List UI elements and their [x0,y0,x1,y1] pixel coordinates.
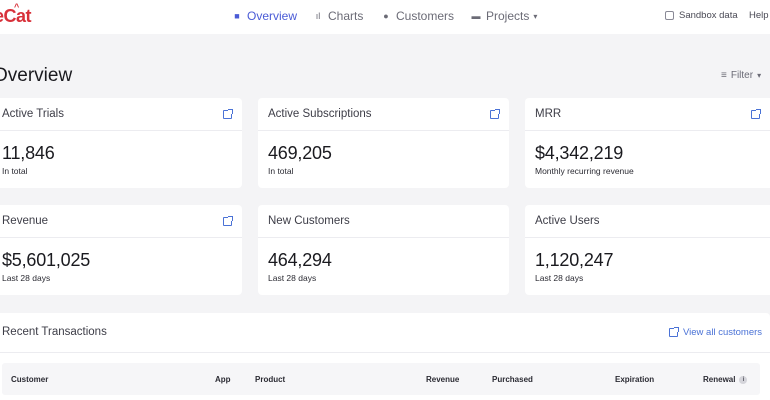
card-title: Revenue [2,215,49,227]
column-header-renewal[interactable]: Renewal i [703,375,748,384]
nav-item-label: Customers [396,9,455,23]
nav-item-label: Charts [328,9,364,23]
card-title: New Customers [268,215,350,227]
column-header-renewal-label: Renewal [703,375,736,384]
app-logo[interactable]: eCat^ [0,2,32,26]
column-header-expiration[interactable]: Expiration [615,375,655,384]
sandbox-label: Sandbox data [679,10,738,21]
external-link-icon[interactable] [223,216,233,226]
chevron-down-icon: ▾ [757,71,762,80]
card-value: 11,846 [2,143,55,163]
top-navigation: eCat^ ■ Overview ıl Charts ● Customers ▬… [0,0,770,34]
table-header-row: Customer App Product Revenue Purchased E… [2,363,760,395]
card-title: MRR [535,108,562,120]
view-all-customers-link[interactable]: View all customers [669,327,762,338]
chevron-down-icon: ▾ [533,11,538,21]
page-title: Overview [0,65,73,86]
column-header-product[interactable]: Product [255,375,286,384]
filter-label: Filter [730,70,754,81]
card-value: $5,601,025 [2,250,91,270]
section-title: Recent Transactions [2,326,107,338]
card-new-customers[interactable]: New Customers 464,294 Last 28 days [258,205,509,295]
sandbox-checkbox[interactable] [665,11,674,20]
recent-transactions-panel: Recent Transactions View all customers C… [0,313,770,400]
card-subtitle: Last 28 days [268,273,317,283]
column-header-revenue[interactable]: Revenue [426,375,460,384]
nav-item-customers[interactable]: ● Customers [380,9,454,23]
card-value: 1,120,247 [535,250,614,270]
view-all-label: View all customers [683,327,763,338]
external-link-icon[interactable] [223,109,233,119]
person-icon: ● [383,11,389,21]
external-link-icon [669,327,679,337]
column-header-app[interactable]: App [215,375,231,384]
card-header: Revenue [0,205,242,238]
external-link-icon[interactable] [490,109,500,119]
card-header: Active Users [525,205,770,238]
card-title: Active Users [535,215,600,227]
card-active-subscriptions[interactable]: Active Subscriptions 469,205 In total [258,98,509,188]
card-value: 469,205 [268,143,332,163]
bar-chart-icon: ıl [315,11,321,21]
card-subtitle: Last 28 days [2,273,51,283]
nav-item-label: Overview [247,9,298,23]
column-header-customer[interactable]: Customer [11,375,49,384]
card-subtitle: In total [2,166,28,176]
card-active-users[interactable]: Active Users 1,120,247 Last 28 days [525,205,770,295]
divider [0,352,770,353]
card-active-trials[interactable]: Active Trials 11,846 In total [0,98,242,188]
filter-icon: ≡ [721,70,727,81]
grid-icon: ■ [234,11,240,21]
card-mrr[interactable]: MRR $4,342,219 Monthly recurring revenue [525,98,770,188]
sandbox-toggle[interactable]: Sandbox data [665,10,738,21]
column-header-purchased[interactable]: Purchased [492,375,533,384]
card-value: 464,294 [268,250,332,270]
folder-icon: ▬ [471,11,481,21]
nav-item-charts[interactable]: ıl Charts [312,9,364,23]
nav-item-projects[interactable]: ▬ Projects ▾ [470,9,538,23]
card-header: Active Subscriptions [258,98,509,131]
card-header: Active Trials [0,98,242,131]
card-value: $4,342,219 [535,143,624,163]
card-header: New Customers [258,205,509,238]
card-subtitle: Monthly recurring revenue [535,166,634,176]
card-subtitle: In total [268,166,294,176]
filter-button[interactable]: ≡ Filter ▾ [721,70,761,81]
help-link[interactable]: Help [749,10,769,21]
info-icon[interactable]: i [739,376,748,384]
card-title: Active Trials [2,108,64,120]
card-header: MRR [525,98,770,131]
nav-item-overview[interactable]: ■ Overview [231,9,297,23]
card-subtitle: Last 28 days [535,273,584,283]
nav-item-label: Projects [486,9,530,23]
card-title: Active Subscriptions [268,108,372,120]
external-link-icon[interactable] [751,109,761,119]
card-revenue[interactable]: Revenue $5,601,025 Last 28 days [0,205,242,295]
